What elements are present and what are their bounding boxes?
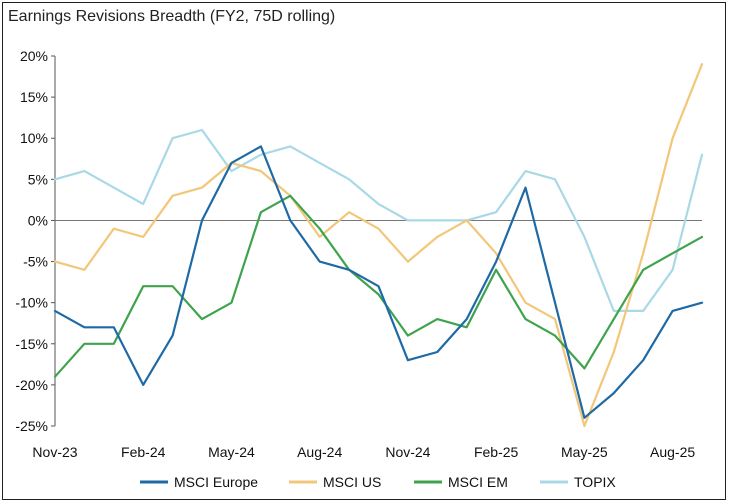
series-group (53, 63, 704, 428)
series-line-msci-europe (53, 145, 704, 419)
x-tick-label: Aug-24 (297, 444, 342, 460)
series-line-msci-us (53, 63, 704, 428)
legend: MSCI Europe MSCI US MSCI EM TOPIX (140, 474, 616, 490)
legend-label-msci-em: MSCI EM (448, 474, 508, 490)
axes: 20% 15% 10% 5% 0% -5% -10% -15% -20% -25% Nov-23 Fe… (15, 48, 702, 460)
y-tick-label: -25% (15, 418, 48, 434)
y-tick-label: -5% (23, 254, 48, 270)
y-tick-label: -10% (15, 295, 48, 311)
y-tick-label: 0% (28, 212, 48, 228)
legend-label-msci-europe: MSCI Europe (174, 474, 258, 490)
y-tick-label: 10% (20, 130, 48, 146)
series-line-topix (53, 128, 704, 312)
x-tick-label: May-24 (208, 444, 255, 460)
y-tick-label: -15% (15, 336, 48, 352)
x-tick-label: Feb-25 (474, 444, 519, 460)
x-tick-label: Feb-24 (121, 444, 166, 460)
chart-title: Earnings Revisions Breadth (FY2, 75D rol… (8, 8, 336, 25)
x-tick-label: Nov-23 (32, 444, 77, 460)
y-tick-label: -20% (15, 377, 48, 393)
y-tick-label: 15% (20, 89, 48, 105)
chart-frame (2, 2, 726, 500)
y-tick-label: 20% (20, 48, 48, 64)
x-tick-label: May-25 (561, 444, 608, 460)
series-line-msci-em (53, 194, 704, 378)
legend-label-msci-us: MSCI US (323, 474, 381, 490)
y-tick-label: 5% (28, 171, 48, 187)
x-tick-label: Nov-24 (385, 444, 430, 460)
legend-label-topix: TOPIX (574, 474, 616, 490)
x-tick-label: Aug-25 (650, 444, 695, 460)
